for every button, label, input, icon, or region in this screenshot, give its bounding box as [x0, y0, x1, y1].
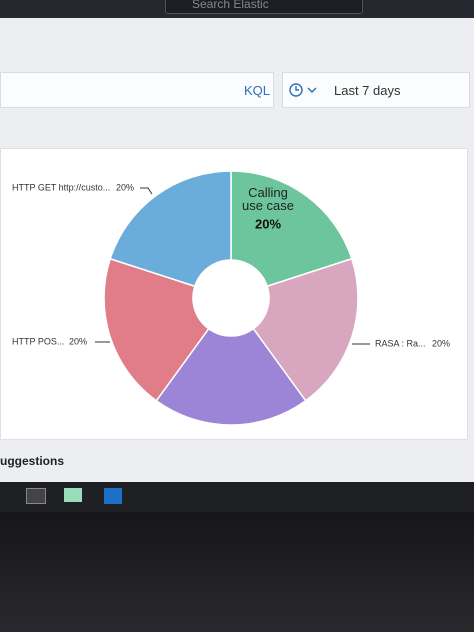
slice-label: HTTP GET http://custo... — [12, 182, 110, 192]
slice-value-label: 20% — [69, 336, 87, 346]
pie-slice — [230, 170, 353, 288]
search-placeholder: Search Elastic — [192, 0, 269, 11]
taskbar-icon[interactable] — [64, 488, 82, 502]
laptop-bezel — [0, 512, 474, 632]
slice-value-label: 20% — [116, 182, 134, 192]
pie-slice — [252, 257, 359, 402]
pie-slice — [109, 170, 232, 288]
slice-value-label: 20% — [432, 338, 450, 348]
slice-label: Calling use case — [241, 186, 295, 213]
slice-label: HTTP POS... — [12, 336, 64, 346]
taskbar-icon[interactable] — [26, 488, 46, 504]
query-bar[interactable] — [0, 72, 274, 108]
pie-slice — [155, 327, 307, 426]
kql-button[interactable]: KQL — [244, 83, 271, 98]
section-title: uggestions — [0, 454, 65, 468]
slice-value-label: 20% — [255, 216, 281, 231]
pie-slice — [103, 257, 210, 402]
search-box[interactable]: Search Elastic — [165, 0, 363, 14]
taskbar-icon[interactable] — [104, 488, 122, 504]
time-range: Last 7 days — [334, 83, 401, 98]
slice-label-text: Calling use case — [241, 186, 295, 213]
slice-label: RASA : Ra... — [375, 338, 426, 348]
leader-line — [140, 187, 153, 195]
chart: Calling use case 20% RASA : Ra... 20% HTTP P… — [12, 170, 450, 426]
clock-icon — [289, 83, 317, 97]
